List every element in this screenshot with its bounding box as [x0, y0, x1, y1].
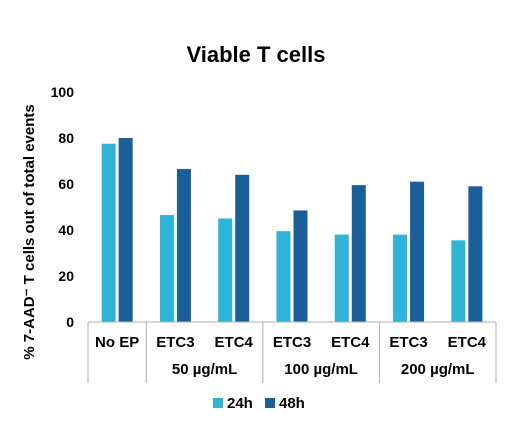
bar-48h-6 [468, 186, 483, 322]
category-label: ETC4 [448, 334, 487, 351]
bar-24h-6 [451, 240, 466, 322]
bar-48h-3 [293, 210, 308, 322]
chart-title: Viable T cells [186, 42, 325, 67]
x-axis: No EP ETC3 ETC4 ETC3 ETC4 ETC3 ETC4 50 µg/mL 100… [87, 321, 497, 383]
y-tick-label: 0 [66, 314, 74, 330]
group-label: 50 µg/mL [172, 361, 237, 378]
y-tick-label: 40 [58, 222, 74, 238]
bar-24h-5 [393, 234, 408, 322]
bar-24h-2 [218, 218, 233, 322]
y-tick-label: 80 [58, 130, 74, 146]
bar-24h-1 [159, 215, 174, 322]
bars [101, 138, 483, 322]
bar-48h-4 [351, 185, 366, 322]
bar-24h-0 [101, 143, 116, 322]
category-label: ETC4 [215, 334, 254, 351]
bar-48h-5 [410, 181, 425, 322]
legend-swatch-24h [213, 398, 223, 408]
y-tick-label: 20 [58, 268, 74, 284]
legend-label: 24h [227, 395, 253, 412]
bar-48h-1 [176, 169, 191, 322]
y-axis: 0 20 40 60 80 100 [51, 84, 75, 330]
bar-24h-4 [334, 234, 349, 322]
y-axis-label: % 7-AAD⁻ T cells out of total events [21, 104, 38, 359]
group-label: 200 µg/mL [401, 361, 475, 378]
legend-label: 48h [279, 395, 305, 412]
category-label: ETC4 [331, 334, 370, 351]
bar-48h-2 [235, 174, 250, 322]
category-label: ETC3 [156, 334, 194, 351]
category-label: ETC3 [389, 334, 427, 351]
bar-24h-3 [276, 231, 291, 322]
bar-48h-0 [118, 138, 133, 322]
legend-swatch-48h [265, 398, 275, 408]
legend: 24h 48h [213, 395, 305, 412]
group-label: 100 µg/mL [284, 361, 358, 378]
category-label: No EP [95, 334, 139, 351]
category-label: ETC3 [273, 334, 311, 351]
y-tick-label: 100 [51, 84, 75, 100]
y-tick-label: 60 [58, 176, 74, 192]
